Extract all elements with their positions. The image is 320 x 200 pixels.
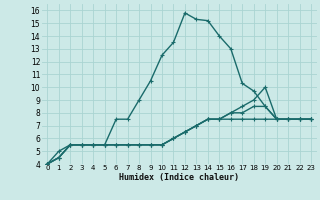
X-axis label: Humidex (Indice chaleur): Humidex (Indice chaleur) xyxy=(119,173,239,182)
